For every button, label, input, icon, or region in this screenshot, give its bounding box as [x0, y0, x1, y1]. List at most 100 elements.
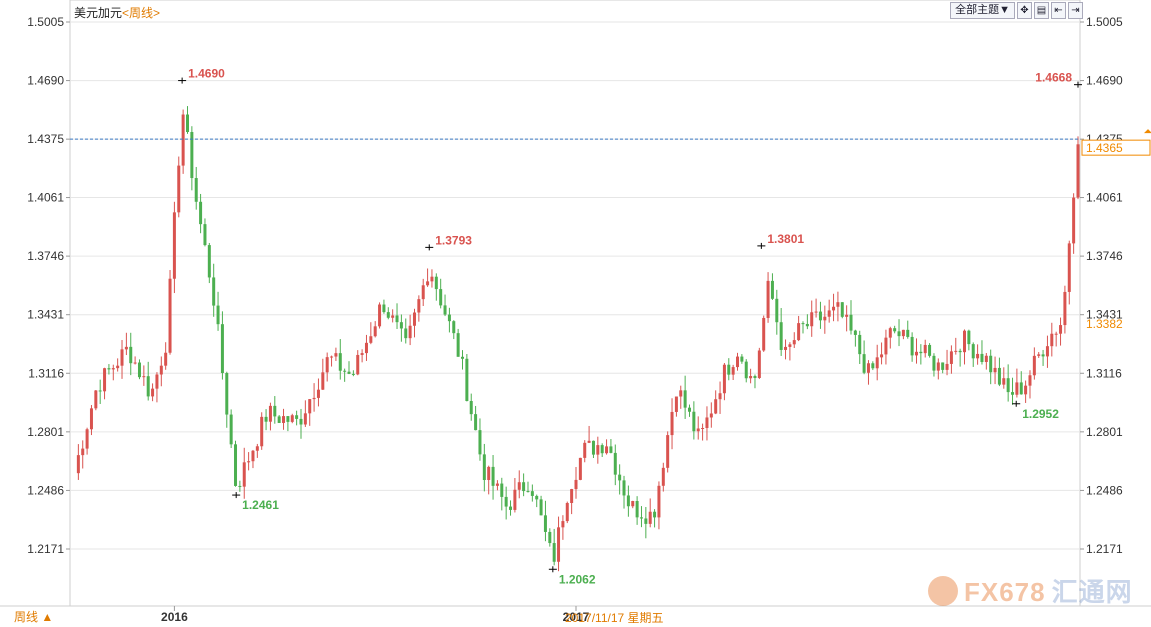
- x-tick-label: 2017: [563, 610, 590, 624]
- forward-icon[interactable]: ⇥: [1068, 2, 1083, 19]
- candle-body: [674, 396, 678, 412]
- candle-body: [85, 429, 89, 449]
- index-icon[interactable]: ▤: [1034, 2, 1049, 19]
- candle-body: [779, 322, 783, 350]
- candle-body: [1032, 355, 1036, 376]
- watermark-brand: FX678: [964, 577, 1046, 607]
- candle-body: [264, 416, 268, 422]
- candle-body: [849, 314, 853, 331]
- candle-body: [391, 315, 395, 318]
- candle-body: [282, 416, 286, 423]
- candle-body: [897, 331, 901, 337]
- candle-body: [958, 350, 962, 353]
- candle-body: [736, 356, 740, 368]
- candle-body: [622, 480, 626, 496]
- chart-title: 美元加元<周线>: [74, 4, 160, 21]
- candle-body: [172, 212, 176, 279]
- candle-body: [635, 501, 639, 518]
- candle-body: [268, 405, 272, 422]
- candle-body: [539, 499, 543, 516]
- candle-body: [89, 408, 93, 430]
- candle-body: [997, 367, 1001, 385]
- cursor-date: 2017/11/17 星期五: [565, 611, 664, 625]
- candle-body: [351, 373, 355, 375]
- plot-area: [69, 0, 1081, 607]
- candle-body: [255, 446, 259, 451]
- candle-body: [495, 483, 499, 486]
- candle-body: [207, 245, 211, 278]
- candle-body: [609, 446, 613, 453]
- watermark-cn: 汇通网: [1051, 577, 1133, 607]
- candle-body: [670, 411, 674, 436]
- candle-body: [818, 311, 822, 321]
- candle-body: [395, 315, 399, 323]
- candle-body: [1028, 375, 1032, 386]
- candle-body: [465, 358, 469, 401]
- candle-body: [251, 450, 255, 462]
- chart-toolbar: 全部主题▼ ✥ ▤ ⇤ ⇥: [950, 2, 1083, 19]
- candle-body: [469, 400, 473, 415]
- candle-body: [522, 482, 526, 492]
- candle-body: [334, 353, 338, 357]
- candle-body: [596, 445, 600, 455]
- candle-body: [229, 414, 233, 445]
- period-selector[interactable]: 周线 ▲: [14, 610, 54, 624]
- candle-body: [840, 302, 844, 317]
- candle-body: [552, 543, 556, 562]
- candle-body: [740, 356, 744, 362]
- candle-body: [605, 446, 609, 454]
- candle-body: [653, 511, 657, 518]
- candle-body: [373, 326, 377, 337]
- candle-body: [1076, 144, 1080, 198]
- crosshair-icon[interactable]: ✥: [1017, 2, 1032, 19]
- candle-body: [976, 353, 980, 359]
- instrument-name: 美元加元: [74, 6, 123, 20]
- candle-body: [273, 405, 277, 417]
- candle-body: [963, 330, 967, 353]
- candle-body: [884, 337, 888, 355]
- candle-body: [980, 353, 984, 363]
- candle-body: [356, 354, 360, 375]
- candle-body: [364, 342, 368, 354]
- theme-dropdown[interactable]: 全部主题▼: [950, 2, 1015, 19]
- y-tick-label-right: 1.4061: [1086, 191, 1123, 205]
- candle-body: [626, 495, 630, 507]
- candle-body: [177, 165, 181, 213]
- candle-body: [583, 442, 587, 458]
- current-price-box: [1081, 139, 1151, 156]
- candle-body: [447, 314, 451, 322]
- expand-icon[interactable]: ⇤: [1051, 2, 1066, 19]
- candle-body: [932, 355, 936, 371]
- candle-body: [212, 277, 216, 306]
- secondary-price-label: 1.3382: [1086, 317, 1123, 331]
- candle-body: [770, 280, 774, 299]
- candle-body: [194, 178, 198, 202]
- candle-body: [827, 310, 831, 317]
- candle-body: [679, 390, 683, 397]
- candle-body: [203, 224, 207, 246]
- candle-body: [814, 311, 818, 313]
- candle-body: [749, 376, 753, 379]
- candle-body: [107, 368, 111, 370]
- candle-body: [295, 415, 299, 419]
- candle-body: [683, 390, 687, 408]
- high-label: 1.3793: [435, 233, 472, 247]
- candle-body: [910, 336, 914, 356]
- candle-body: [1011, 392, 1015, 395]
- candle-body: [871, 363, 875, 369]
- candle-body: [260, 416, 264, 447]
- candle-body: [1019, 382, 1023, 395]
- candle-body: [129, 346, 133, 364]
- candle-body: [1015, 382, 1019, 395]
- period-link[interactable]: <周线>: [122, 6, 161, 20]
- candle-body: [1050, 333, 1054, 347]
- candle-body: [116, 365, 120, 369]
- candle-body: [888, 328, 892, 338]
- candle-body: [744, 361, 748, 379]
- y-tick-label-right: 1.3746: [1086, 249, 1123, 263]
- candle-body: [500, 483, 504, 497]
- fx678-logo-icon: [928, 575, 958, 606]
- candle-body: [137, 362, 141, 378]
- candle-body: [517, 482, 521, 490]
